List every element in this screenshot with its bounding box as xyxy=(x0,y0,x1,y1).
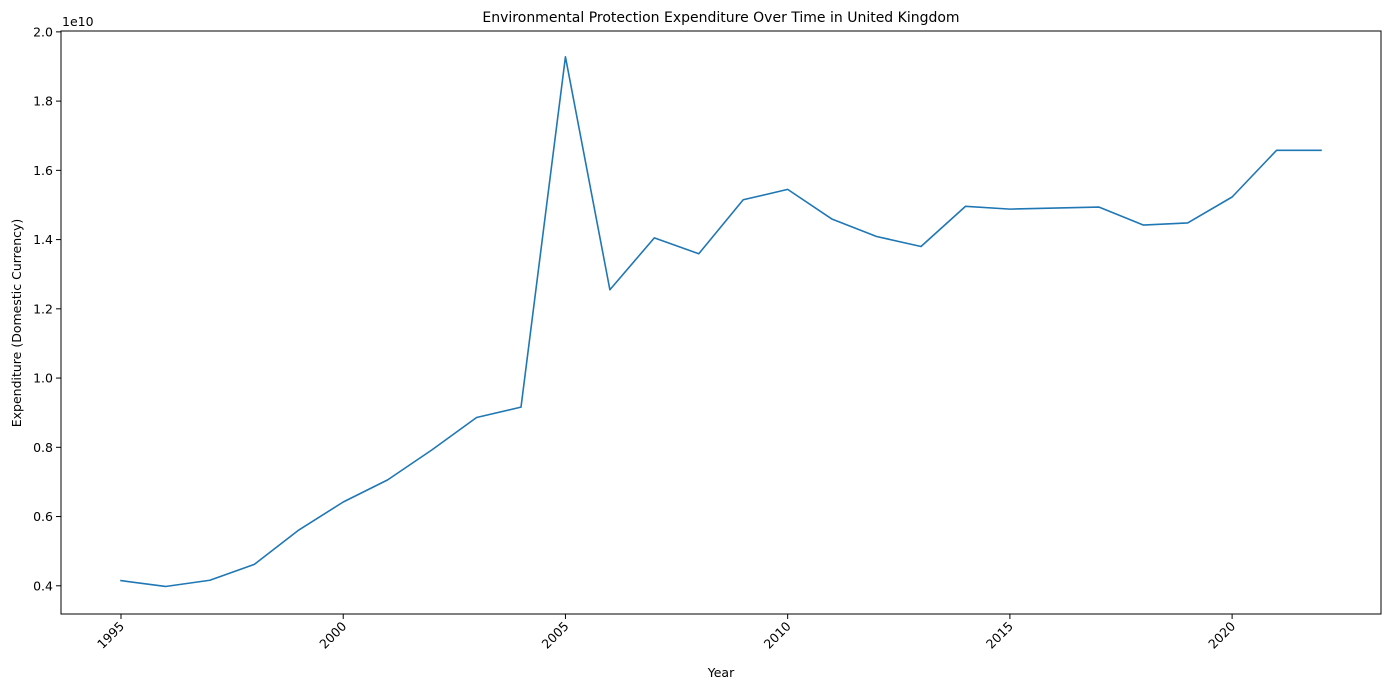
y-tick-label: 0.4 xyxy=(33,578,53,593)
x-tick-label: 2000 xyxy=(316,618,349,651)
x-tick-label: 2005 xyxy=(538,619,571,652)
y-axis-label: Expenditure (Domestic Currency) xyxy=(9,219,24,428)
x-tick-label: 2020 xyxy=(1205,618,1238,651)
y-tick-label: 1.6 xyxy=(33,163,53,178)
x-tick-label: 2015 xyxy=(983,619,1016,652)
x-axis-label: Year xyxy=(707,665,735,680)
y-offset-label: 1e10 xyxy=(62,14,94,29)
y-tick-label: 2.0 xyxy=(33,24,53,39)
plot-area: 1995 2000 2005 2010 2015 2020 0.4 0.6 0.8 1.0 1.2 1… xyxy=(33,24,1382,652)
y-tick-label: 1.8 xyxy=(33,94,53,109)
y-tick-label: 0.8 xyxy=(33,440,53,455)
chart-title: Environmental Protection Expenditure Ove… xyxy=(482,10,959,26)
y-tick-label: 1.4 xyxy=(33,232,53,247)
x-tick-label: 1995 xyxy=(94,619,127,652)
y-tick-label: 1.2 xyxy=(33,301,53,316)
y-tick-label: 1.0 xyxy=(33,371,53,386)
y-tick-label: 0.6 xyxy=(33,509,53,524)
x-tick-label: 2010 xyxy=(761,618,794,651)
series-line xyxy=(120,55,1322,588)
axes-frame xyxy=(60,30,1382,615)
